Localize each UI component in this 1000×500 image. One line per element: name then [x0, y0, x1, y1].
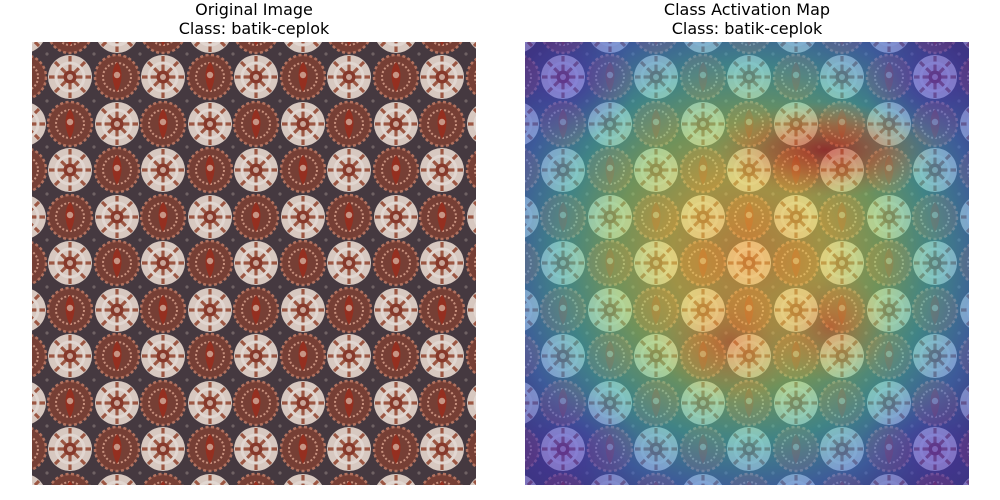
original-image-title: Original Image Class: batik-ceplok	[32, 0, 476, 38]
original-image-title-line: Original Image	[195, 0, 313, 19]
original-image-class-label: Class: batik-ceplok	[178, 19, 330, 38]
original-batik-image	[32, 42, 476, 485]
activation-map-title: Class Activation Map Class: batik-ceplok	[525, 0, 969, 38]
activation-map-title-line: Class Activation Map	[663, 0, 831, 19]
class-activation-map-image	[525, 42, 969, 485]
activation-heatmap-overlay	[525, 42, 969, 485]
activation-map-class-label: Class: batik-ceplok	[671, 19, 823, 38]
